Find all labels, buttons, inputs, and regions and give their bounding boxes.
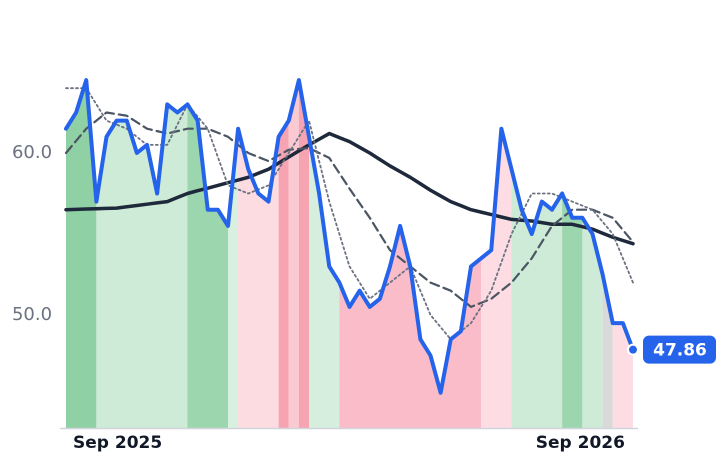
regime-band: [66, 80, 97, 429]
last-value-badge: [643, 335, 716, 364]
regime-band: [278, 120, 289, 429]
regime-band: [187, 104, 228, 429]
series-line: [64, 78, 635, 395]
x-tick-label: Sep 2026: [536, 433, 625, 453]
regime-band: [339, 225, 482, 429]
regime-band: [562, 193, 583, 429]
regime-band: [298, 80, 309, 429]
labels: 50.0 60.0 Sep 2025 Sep 2026 47.86: [12, 142, 716, 453]
regime-band: [96, 104, 188, 429]
regime-band: [288, 80, 299, 429]
series-line: [64, 131, 635, 246]
regime-band: [511, 169, 563, 429]
regime-band: [238, 128, 279, 429]
regime-bands: [66, 80, 633, 429]
series-line: [64, 111, 635, 308]
y-tick-label: 50.0: [12, 304, 52, 325]
series-line: [65, 87, 634, 341]
regime-band: [309, 136, 340, 429]
y-tick-label: 60.0: [12, 142, 52, 163]
regime-band: [582, 217, 603, 429]
last-point: [627, 343, 639, 356]
last-value-label: 47.86: [653, 341, 707, 361]
lines: [64, 78, 635, 395]
x-tick-label: Sep 2025: [73, 433, 162, 453]
